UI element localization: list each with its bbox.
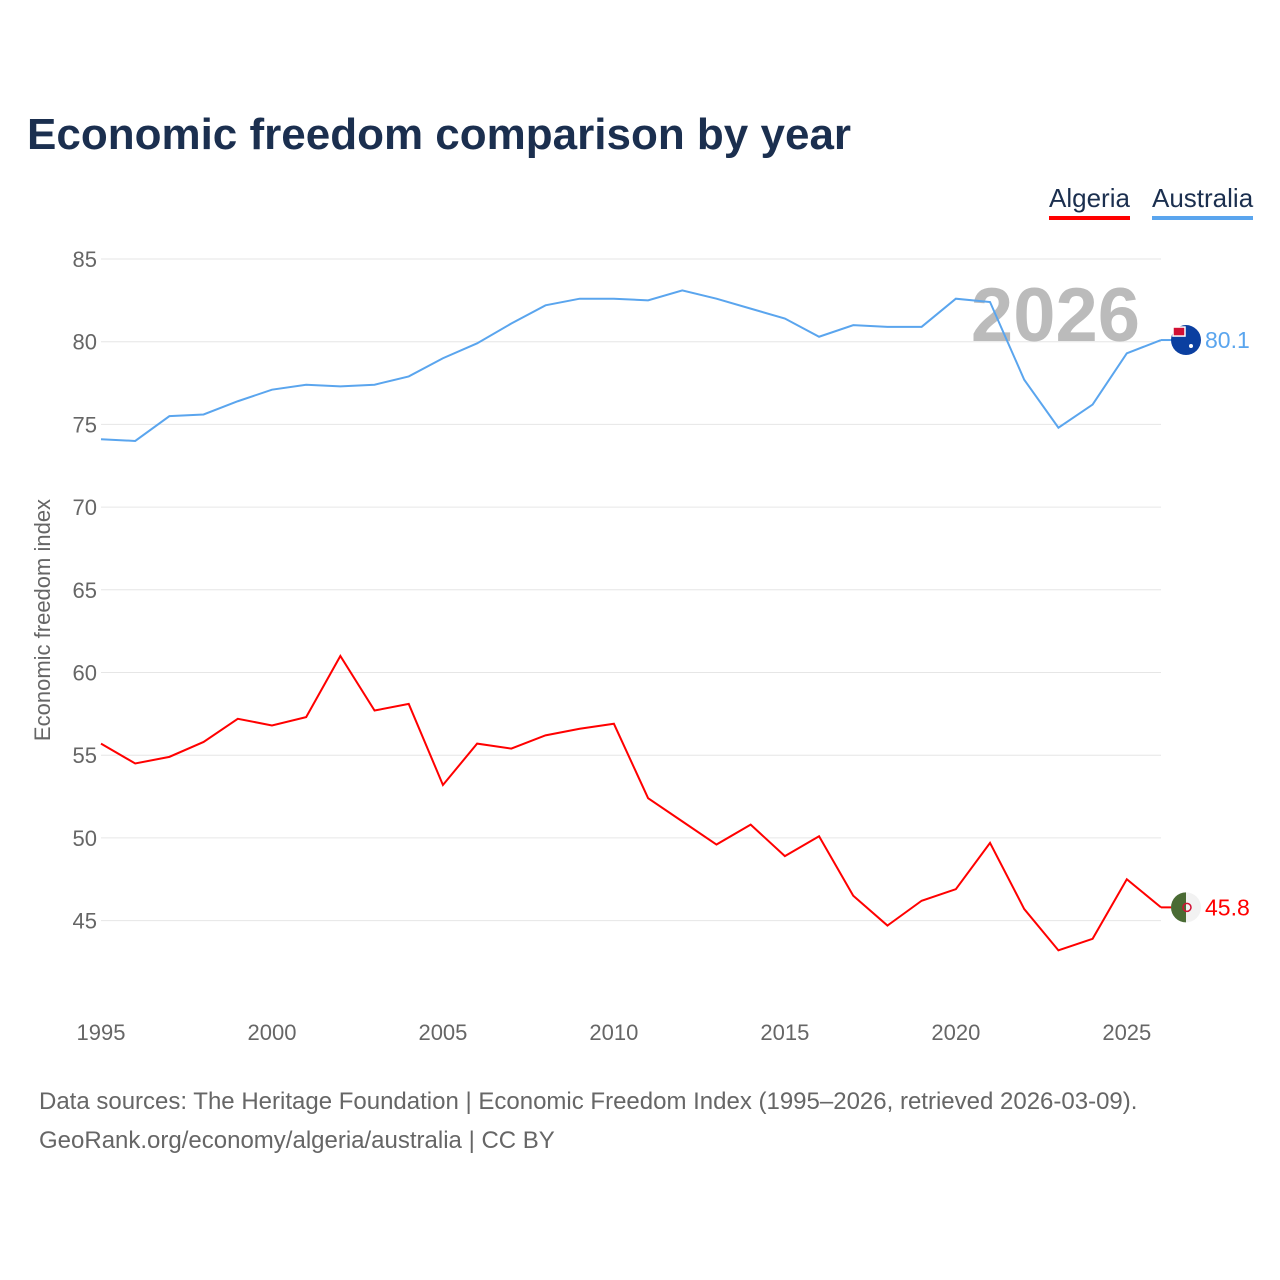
y-tick-label: 45 bbox=[73, 909, 97, 934]
source-note: Data sources: The Heritage Foundation | … bbox=[39, 1088, 1138, 1115]
legend-australia[interactable]: Australia bbox=[1152, 183, 1254, 220]
year-watermark: 2026 bbox=[971, 273, 1140, 358]
y-tick-label: 55 bbox=[73, 743, 97, 768]
legend-algeria[interactable]: Algeria bbox=[1049, 183, 1130, 220]
algeria-flag-green bbox=[1171, 892, 1186, 923]
source-link[interactable]: GeoRank.org/economy/algeria/australia | … bbox=[39, 1127, 555, 1154]
series-line-algeria bbox=[100, 653, 1162, 952]
y-tick-label: 70 bbox=[73, 495, 97, 520]
x-tick-label: 2010 bbox=[589, 1020, 638, 1045]
x-tick-label: 1995 bbox=[77, 1020, 126, 1045]
algeria-flag-crescent bbox=[1182, 902, 1192, 913]
y-axis-label: Economic freedom index bbox=[30, 499, 55, 741]
australia-flag-star bbox=[1189, 344, 1193, 349]
x-tick-label: 2020 bbox=[931, 1020, 980, 1045]
x-tick-label: 2000 bbox=[247, 1020, 296, 1045]
y-tick-label: 60 bbox=[73, 661, 97, 686]
end-value-label: 80.1 bbox=[1205, 327, 1250, 353]
y-tick-label: 75 bbox=[73, 412, 97, 437]
australia-flag-union bbox=[1172, 326, 1186, 337]
series-line-australia bbox=[100, 289, 1162, 442]
y-tick-label: 85 bbox=[73, 247, 97, 272]
x-tick-label: 2015 bbox=[760, 1020, 809, 1045]
chart-title: Economic freedom comparison by year bbox=[27, 110, 852, 159]
x-tick-label: 2005 bbox=[418, 1020, 467, 1045]
y-tick-label: 80 bbox=[73, 330, 97, 355]
x-tick-label: 2025 bbox=[1102, 1020, 1151, 1045]
end-value-label: 45.8 bbox=[1205, 894, 1250, 920]
y-tick-label: 65 bbox=[73, 578, 97, 603]
y-tick-label: 50 bbox=[73, 826, 97, 851]
